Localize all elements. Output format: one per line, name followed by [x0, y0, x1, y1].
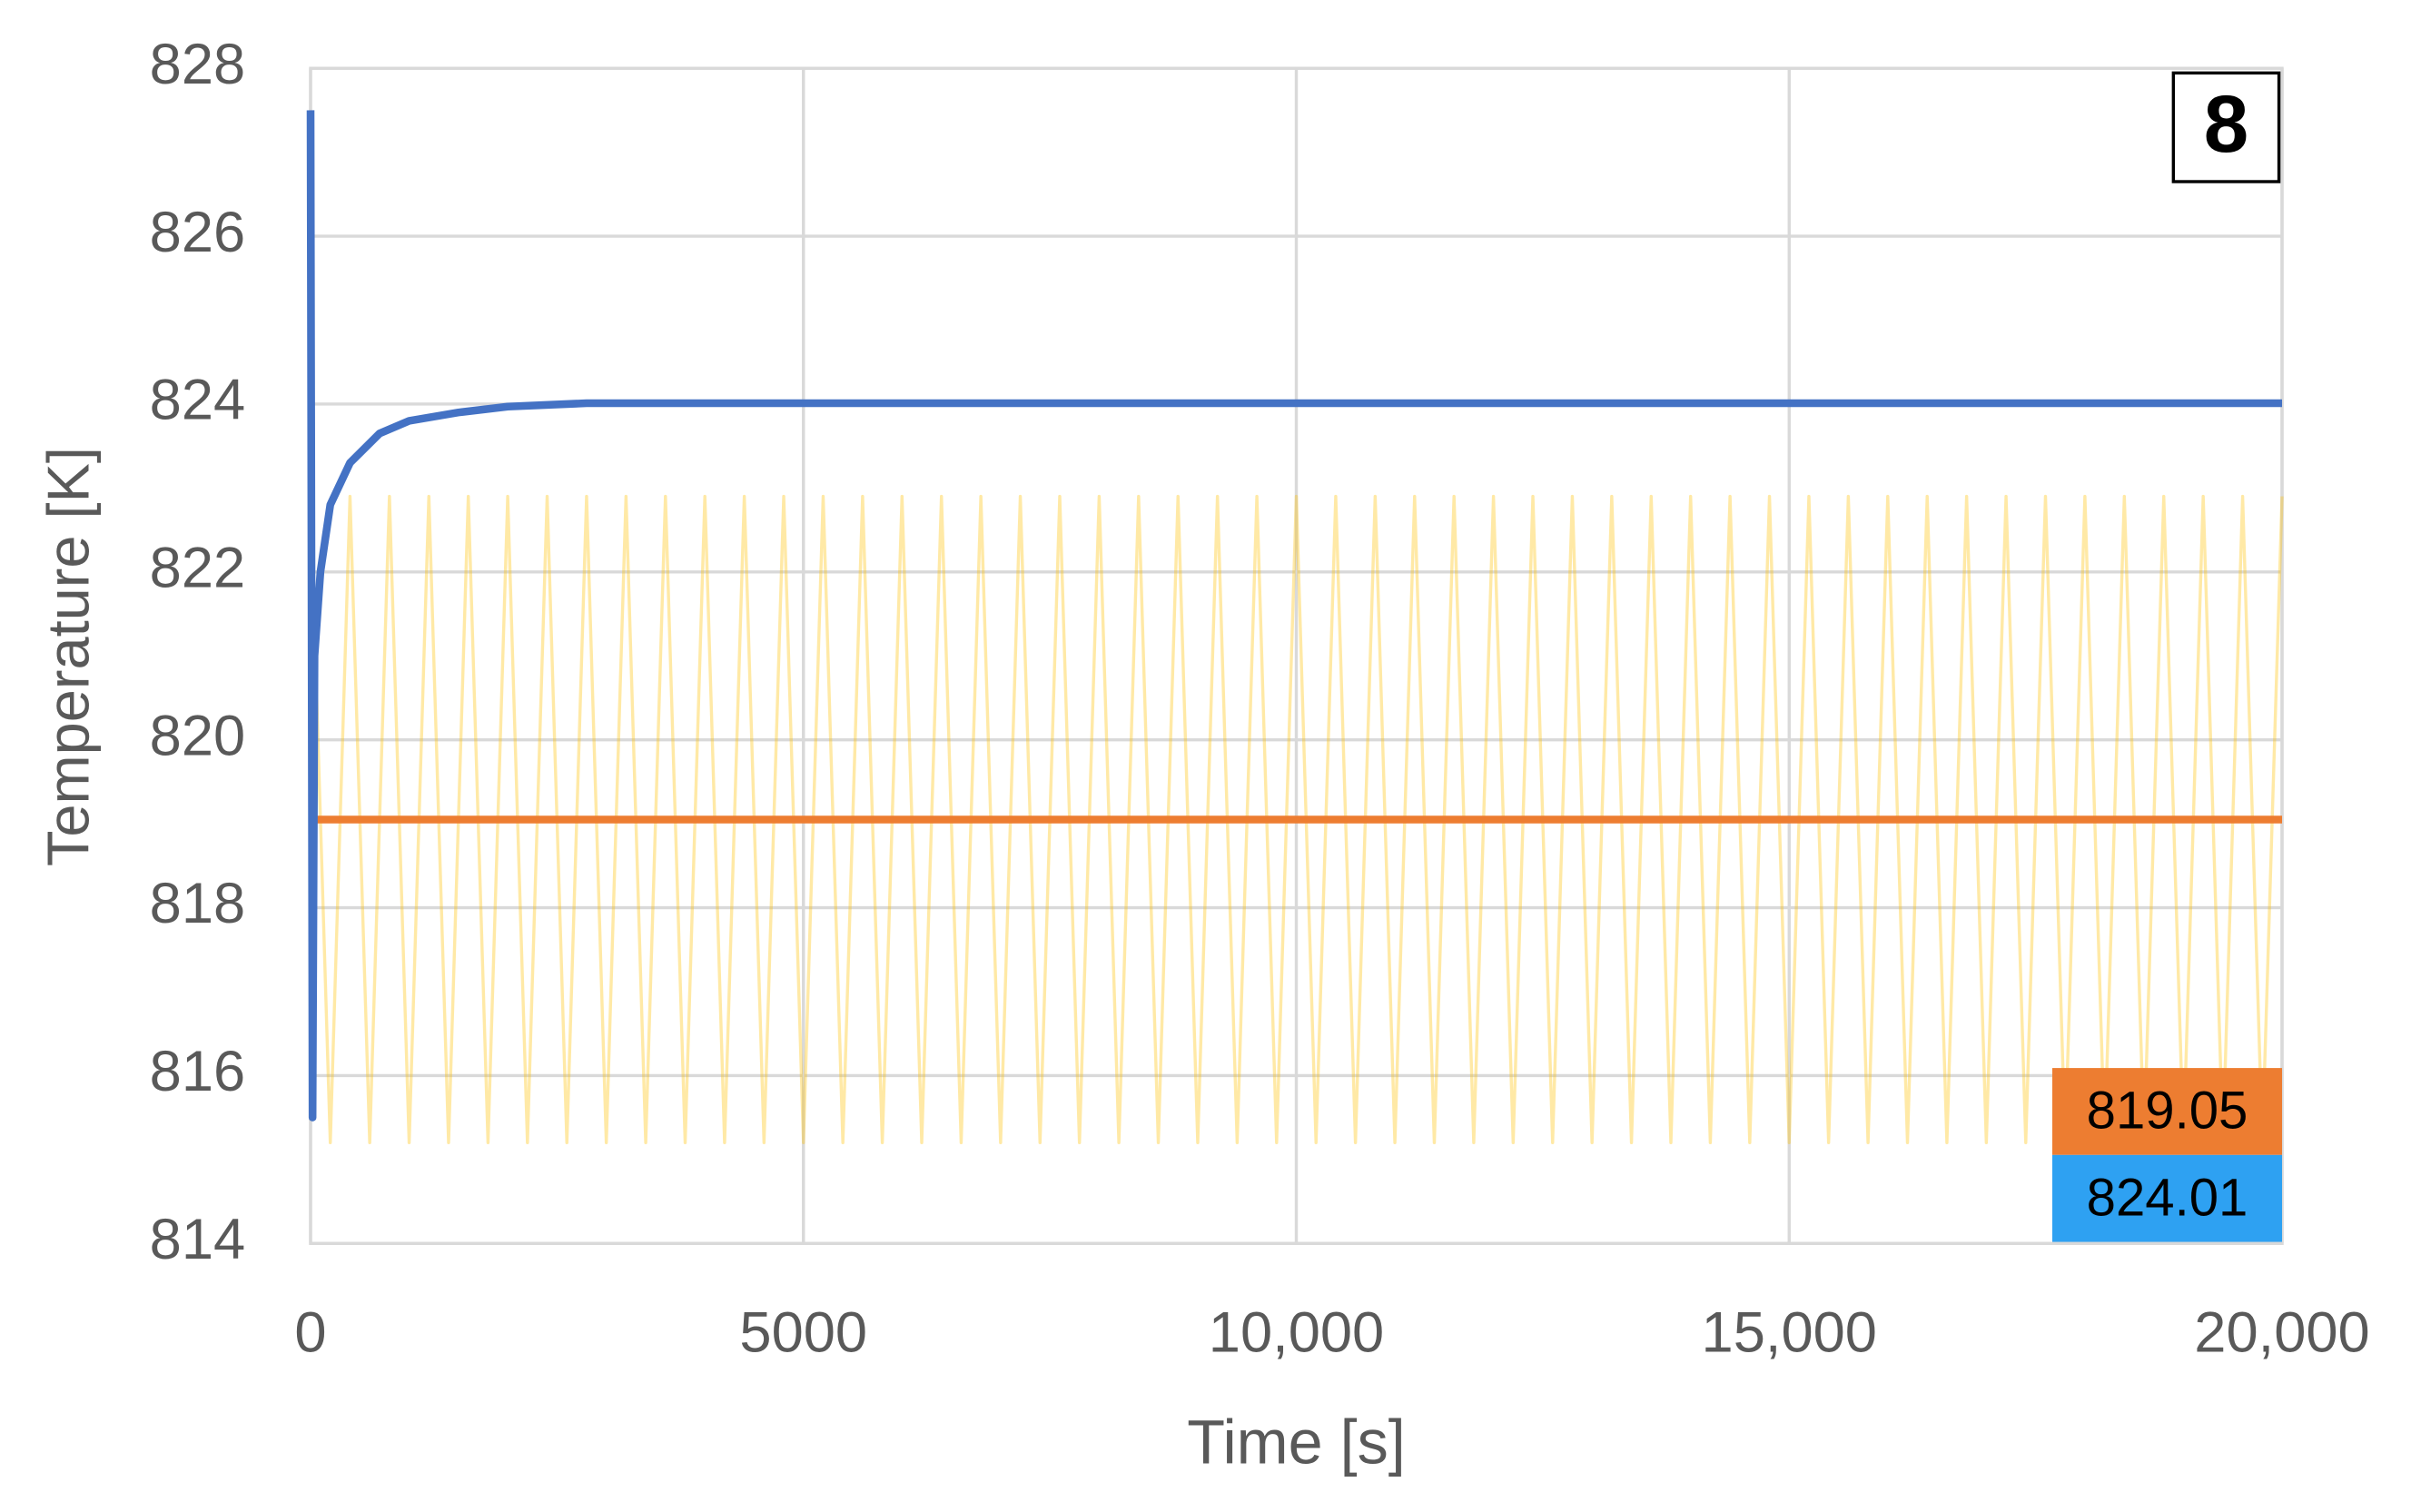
annotation-text: 819.05	[2087, 1082, 2248, 1141]
y-axis-label: Temperature [K]	[35, 447, 102, 866]
y-tick-label: 822	[150, 537, 246, 600]
series-line	[309, 494, 2284, 1145]
y-tick-label: 828	[150, 33, 246, 96]
annotation-box	[2052, 1154, 2283, 1242]
y-tick-label: 814	[150, 1208, 246, 1271]
y-tick-label: 820	[150, 704, 246, 767]
x-tick-label: 20,000	[2194, 1301, 2369, 1365]
x-tick-label: 15,000	[1702, 1301, 1877, 1365]
panel-label-box	[2171, 71, 2281, 183]
annotation-box	[2052, 1068, 2283, 1155]
series-line	[306, 110, 2283, 1122]
annotation-text: 824.01	[2087, 1168, 2248, 1227]
y-tick-label: 826	[150, 201, 246, 264]
x-axis-label: Time [s]	[1187, 1408, 1406, 1477]
x-tick-label: 10,000	[1209, 1301, 1384, 1365]
x-tick-label: 0	[294, 1301, 326, 1365]
x-tick-label: 5000	[739, 1301, 867, 1365]
y-tick-label: 824	[150, 369, 246, 432]
panel-label: 8	[2204, 79, 2248, 169]
y-tick-label: 818	[150, 872, 246, 935]
y-tick-label: 816	[150, 1040, 246, 1103]
